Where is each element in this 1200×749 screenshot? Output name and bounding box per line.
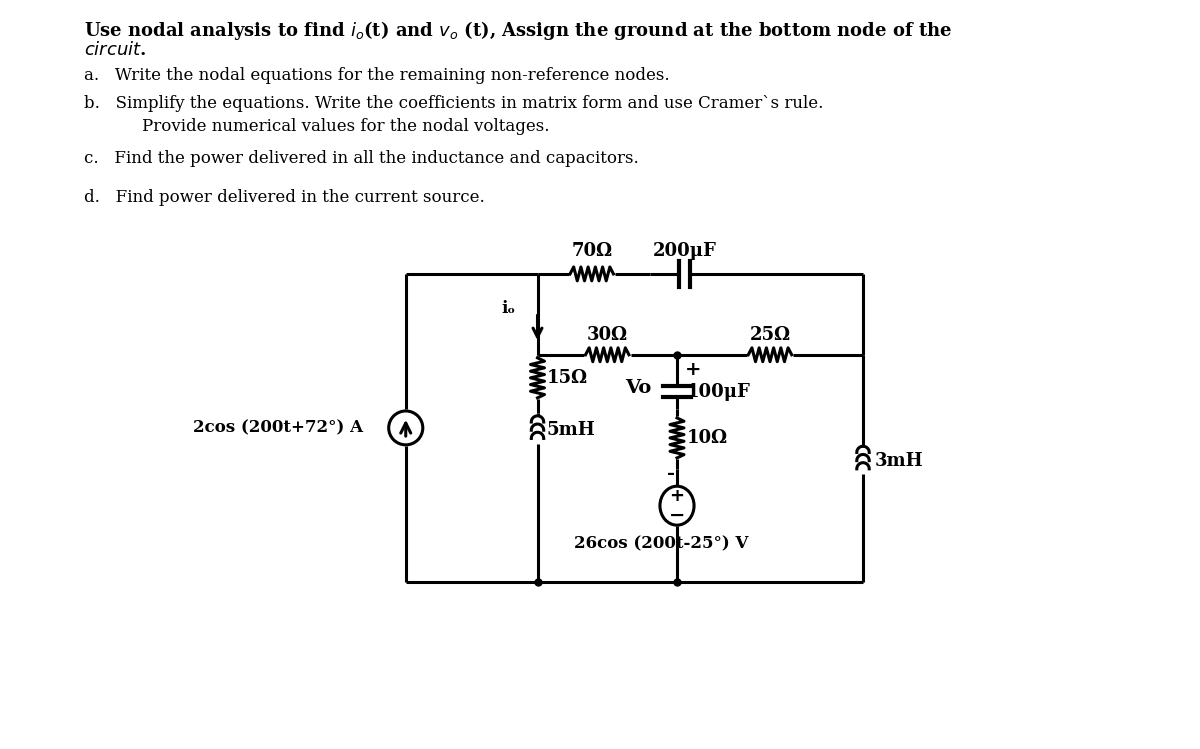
Text: iₒ: iₒ [502, 300, 516, 317]
Text: Provide numerical values for the nodal voltages.: Provide numerical values for the nodal v… [142, 118, 550, 135]
Text: 70Ω: 70Ω [571, 242, 612, 260]
Text: 2cos (200t+72°) A: 2cos (200t+72°) A [193, 419, 364, 437]
Text: d.   Find power delivered in the current source.: d. Find power delivered in the current s… [84, 189, 485, 206]
Text: a.   Write the nodal equations for the remaining non-reference nodes.: a. Write the nodal equations for the rem… [84, 67, 670, 85]
Text: 10Ω: 10Ω [686, 429, 727, 447]
Text: +: + [670, 488, 684, 506]
Text: 100μF: 100μF [686, 383, 750, 401]
Text: b.   Simplify the equations. Write the coefficients in matrix form and use Crame: b. Simplify the equations. Write the coe… [84, 95, 823, 112]
Text: 26cos (200t-25°) V: 26cos (200t-25°) V [575, 535, 749, 552]
Text: -: - [667, 465, 674, 483]
Text: +: + [685, 361, 701, 379]
Text: $\mathit{circuit}$.: $\mathit{circuit}$. [84, 41, 146, 59]
Text: Vo: Vo [625, 379, 652, 397]
Text: Use nodal analysis to find $\mathit{i_o}$(t) and $\mathit{v_o}$ (t), Assign the : Use nodal analysis to find $\mathit{i_o}… [84, 19, 952, 42]
Text: 200μF: 200μF [653, 242, 716, 260]
Text: 5mH: 5mH [547, 421, 595, 439]
Text: c.   Find the power delivered in all the inductance and capacitors.: c. Find the power delivered in all the i… [84, 150, 638, 167]
Text: 25Ω: 25Ω [750, 326, 791, 344]
Text: 15Ω: 15Ω [547, 369, 588, 387]
Text: 3mH: 3mH [875, 452, 923, 470]
Text: −: − [668, 506, 685, 524]
Text: 30Ω: 30Ω [587, 326, 628, 344]
